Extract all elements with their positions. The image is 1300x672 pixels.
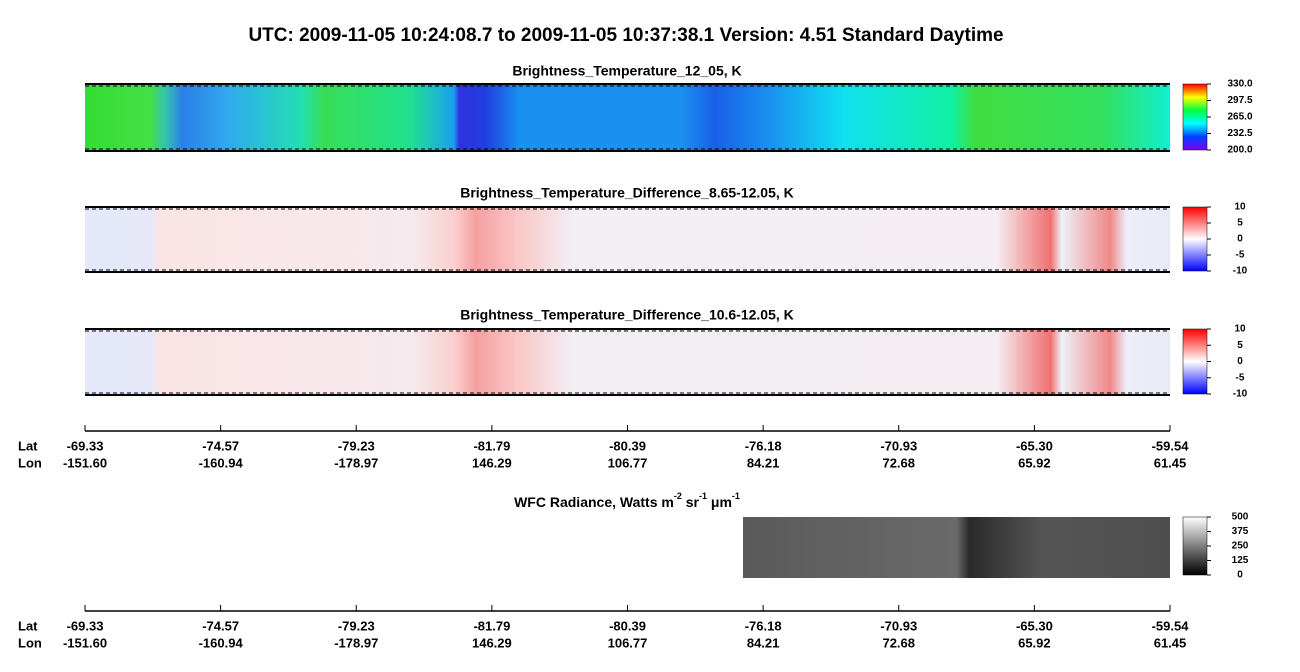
lat-label: -74.57 xyxy=(202,438,239,453)
panel-title: Brightness_Temperature_Difference_10.6-1… xyxy=(460,307,794,323)
lat-label: -81.79 xyxy=(473,438,510,453)
colorbar-tick-label: -10 xyxy=(1233,389,1248,400)
colorbar xyxy=(1182,83,1208,151)
lon-label: 84.21 xyxy=(747,635,780,650)
lat-label: -80.39 xyxy=(609,618,646,633)
colorbar xyxy=(1182,206,1208,272)
image-panel xyxy=(743,517,1170,578)
colorbar-tick-label: 265.0 xyxy=(1227,112,1252,123)
lat-label: -70.93 xyxy=(880,438,917,453)
lat-label: -80.39 xyxy=(609,438,646,453)
lat-label: -59.54 xyxy=(1152,438,1190,453)
lat-label: -70.93 xyxy=(880,618,917,633)
lat-label: -76.18 xyxy=(745,618,782,633)
colorbar-tick-label: 250 xyxy=(1232,541,1249,552)
lat-label: -69.33 xyxy=(67,618,104,633)
lat-label: -74.57 xyxy=(202,618,239,633)
lon-label: 61.45 xyxy=(1154,455,1187,470)
lon-label: -151.60 xyxy=(63,635,107,650)
panel-title: WFC Radiance, Watts m-2 sr-1 μm-1 xyxy=(514,491,740,509)
title-part: μm xyxy=(707,494,732,510)
lat-label: -65.30 xyxy=(1016,438,1053,453)
lon-label: -160.94 xyxy=(199,635,244,650)
colorbar-tick-label: 500 xyxy=(1232,512,1249,523)
colorbar xyxy=(1182,328,1208,395)
title-part: -1 xyxy=(699,491,707,501)
colorbar-tick-label: 330.0 xyxy=(1227,79,1252,90)
colorbar-tick-label: 297.5 xyxy=(1227,95,1252,106)
title-part: WFC Radiance, Watts m xyxy=(514,494,674,510)
lon-label: 65.92 xyxy=(1018,635,1051,650)
lon-label: 65.92 xyxy=(1018,455,1051,470)
lon-label: 106.77 xyxy=(608,635,648,650)
lat-label: -81.79 xyxy=(473,618,510,633)
lon-label: -160.94 xyxy=(199,455,244,470)
colorbar-tick-label: 10 xyxy=(1234,202,1246,213)
lon-label: -178.97 xyxy=(334,635,378,650)
colorbar-tick-label: 125 xyxy=(1232,555,1249,566)
lon-label: 146.29 xyxy=(472,455,512,470)
colorbar-tick-label: 375 xyxy=(1232,526,1249,537)
panel-title: Brightness_Temperature_12_05, K xyxy=(512,63,741,79)
lat-label: -65.30 xyxy=(1016,618,1053,633)
lon-label: 106.77 xyxy=(608,455,648,470)
panel-title: Brightness_Temperature_Difference_8.65-1… xyxy=(460,185,794,201)
colorbar xyxy=(1182,516,1208,576)
axis-row-label: Lat xyxy=(18,618,38,633)
colorbar-tick-label: 5 xyxy=(1237,340,1243,351)
colorbar-tick-label: -5 xyxy=(1236,250,1245,261)
image-panel xyxy=(85,207,1170,272)
axis-row-label: Lon xyxy=(18,455,42,470)
colorbar-tick-label: 10 xyxy=(1234,324,1246,335)
title-part: sr xyxy=(682,494,700,510)
colorbar-tick-label: 5 xyxy=(1237,218,1243,229)
title-part: -1 xyxy=(732,491,740,501)
lon-label: 84.21 xyxy=(747,455,780,470)
lat-label: -59.54 xyxy=(1152,618,1190,633)
colorbar-tick-label: -5 xyxy=(1236,372,1245,383)
colorbar-tick-label: -10 xyxy=(1233,266,1248,277)
lon-label: 72.68 xyxy=(882,455,915,470)
lon-label: -178.97 xyxy=(334,455,378,470)
lon-label: -151.60 xyxy=(63,455,107,470)
colorbar-tick-label: 0 xyxy=(1237,234,1243,245)
axis-row-label: Lat xyxy=(18,438,38,453)
lat-label: -79.23 xyxy=(338,438,375,453)
lat-label: -69.33 xyxy=(67,438,104,453)
colorbar-tick-label: 200.0 xyxy=(1227,145,1252,156)
lat-label: -76.18 xyxy=(745,438,782,453)
lon-label: 72.68 xyxy=(882,635,915,650)
colorbar-tick-label: 232.5 xyxy=(1227,128,1252,139)
image-panel xyxy=(85,84,1170,151)
lon-label: 61.45 xyxy=(1154,635,1187,650)
lat-label: -79.23 xyxy=(338,618,375,633)
image-panel xyxy=(85,329,1170,395)
title-part: -2 xyxy=(674,491,682,501)
colorbar-tick-label: 0 xyxy=(1237,570,1243,581)
axis-row-label: Lon xyxy=(18,635,42,650)
lon-label: 146.29 xyxy=(472,635,512,650)
figure-title: UTC: 2009-11-05 10:24:08.7 to 2009-11-05… xyxy=(248,25,1003,46)
colorbar-tick-label: 0 xyxy=(1237,356,1243,367)
